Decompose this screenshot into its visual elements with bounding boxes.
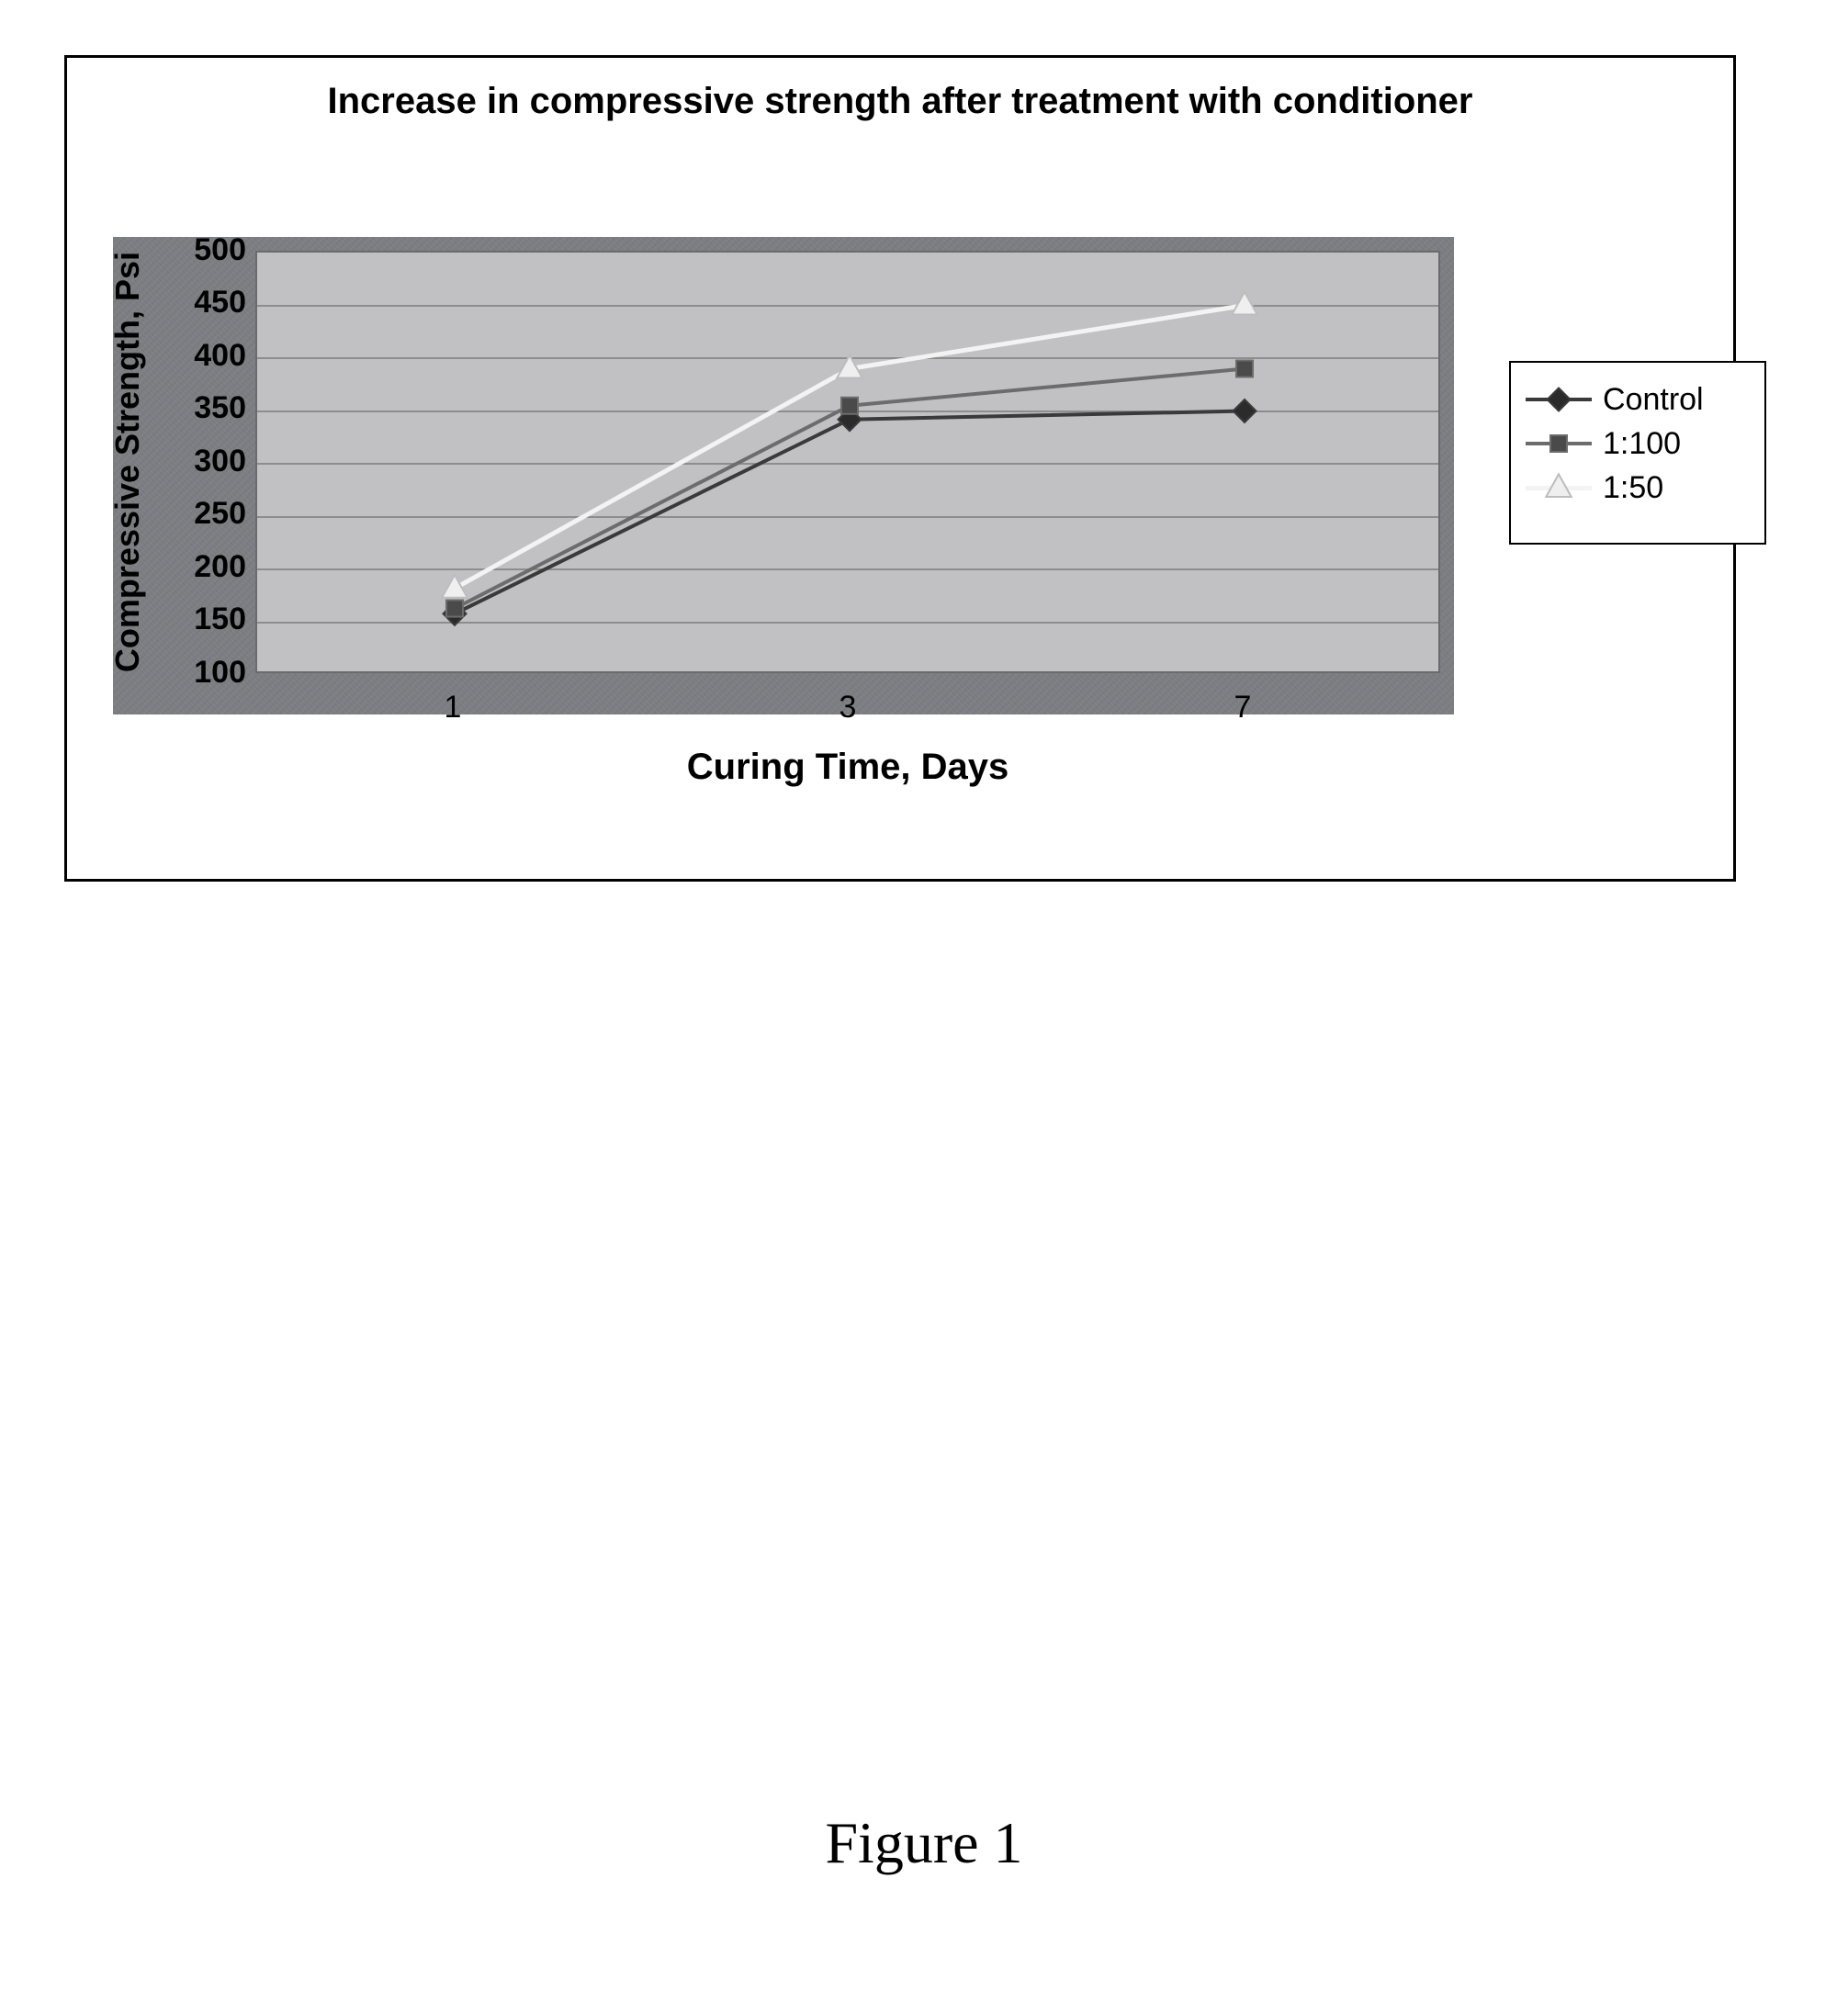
y-tick-label: 400 [163,338,246,374]
legend-label: 1:50 [1603,470,1663,506]
legend-line-sample [1526,486,1592,490]
marker-square-icon [841,398,858,414]
x-tick-label: 1 [416,690,490,726]
y-tick-label: 450 [163,285,246,321]
y-tick-label: 200 [163,549,246,585]
legend-item: 1:100 [1526,422,1746,466]
chart-title: Increase in compressive strength after t… [67,78,1733,124]
legend-item: Control [1526,377,1746,422]
series-Control [444,399,1256,625]
legend-item: 1:50 [1526,466,1746,510]
page: Increase in compressive strength after t… [0,0,1848,1991]
x-tick-label: 3 [811,690,885,726]
y-tick-label: 150 [163,602,246,637]
x-tick-label: 7 [1206,690,1279,726]
y-tick-label: 300 [163,444,246,479]
series-lines [257,253,1442,675]
y-tick-label: 350 [163,390,246,426]
marker-square-icon [1236,361,1253,377]
y-axis-label: Compressive Strength, Psi [108,251,147,673]
y-tick-label: 250 [163,496,246,532]
chart-frame: Increase in compressive strength after t… [64,55,1736,882]
marker-diamond-icon [1540,381,1577,418]
legend-line-sample [1526,398,1592,401]
legend: Control 1:100 1:50 [1509,361,1766,545]
plot-area [255,251,1440,673]
y-tick-label: 500 [163,232,246,268]
marker-square-icon [1542,427,1575,460]
x-axis-label: Curing Time, Days [255,747,1440,788]
marker-triangle-icon [1538,467,1579,508]
figure-caption: Figure 1 [0,1809,1848,1877]
marker-square-icon [446,601,463,617]
legend-label: 1:100 [1603,426,1681,462]
marker-diamond-icon [1234,399,1256,422]
marker-triangle-icon [442,575,468,598]
legend-line-sample [1526,442,1592,445]
y-tick-label: 100 [163,655,246,691]
legend-label: Control [1603,382,1704,418]
marker-triangle-icon [1232,292,1257,315]
series-1:100 [446,361,1253,617]
